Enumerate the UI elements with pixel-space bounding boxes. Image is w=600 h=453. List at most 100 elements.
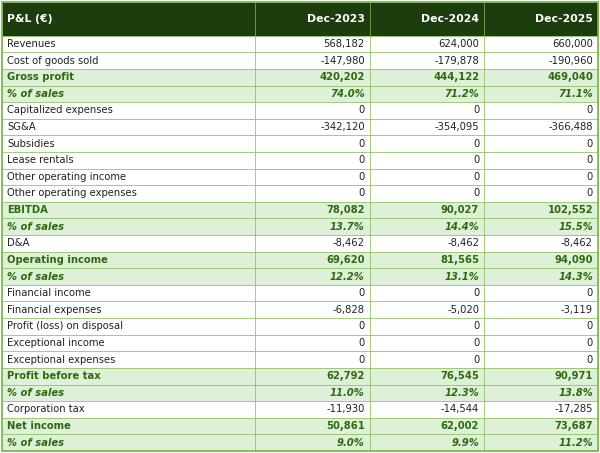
Bar bbox=[2, 268, 256, 285]
Text: -5,020: -5,020 bbox=[447, 305, 479, 315]
Bar bbox=[2, 252, 256, 268]
Text: -366,488: -366,488 bbox=[548, 122, 593, 132]
Bar bbox=[484, 318, 598, 335]
Bar bbox=[2, 52, 256, 69]
Text: 12.2%: 12.2% bbox=[330, 271, 365, 282]
Bar bbox=[484, 368, 598, 385]
Text: -11,930: -11,930 bbox=[326, 405, 365, 414]
Text: 0: 0 bbox=[473, 172, 479, 182]
Text: -354,095: -354,095 bbox=[434, 122, 479, 132]
Bar bbox=[370, 268, 484, 285]
Bar bbox=[256, 119, 370, 135]
Bar bbox=[370, 368, 484, 385]
Bar bbox=[484, 102, 598, 119]
Text: 76,545: 76,545 bbox=[440, 371, 479, 381]
Text: 90,971: 90,971 bbox=[554, 371, 593, 381]
Bar bbox=[256, 69, 370, 86]
Bar bbox=[2, 385, 256, 401]
Text: 0: 0 bbox=[587, 338, 593, 348]
Bar bbox=[2, 202, 256, 218]
Bar bbox=[256, 152, 370, 169]
Text: 74.0%: 74.0% bbox=[330, 89, 365, 99]
Text: 13.8%: 13.8% bbox=[558, 388, 593, 398]
Text: 0: 0 bbox=[358, 338, 365, 348]
Text: Lease rentals: Lease rentals bbox=[7, 155, 74, 165]
Text: 420,202: 420,202 bbox=[319, 72, 365, 82]
Text: 0: 0 bbox=[473, 106, 479, 116]
Bar bbox=[256, 169, 370, 185]
Text: Gross profit: Gross profit bbox=[7, 72, 74, 82]
Text: % of sales: % of sales bbox=[7, 388, 64, 398]
Text: -14,544: -14,544 bbox=[441, 405, 479, 414]
Bar bbox=[256, 285, 370, 302]
Text: 0: 0 bbox=[358, 355, 365, 365]
Bar bbox=[2, 119, 256, 135]
Bar bbox=[256, 434, 370, 451]
Text: 11.2%: 11.2% bbox=[558, 438, 593, 448]
Text: Operating income: Operating income bbox=[7, 255, 108, 265]
Text: 15.5%: 15.5% bbox=[558, 222, 593, 232]
Text: 81,565: 81,565 bbox=[440, 255, 479, 265]
Text: 0: 0 bbox=[473, 355, 479, 365]
Bar bbox=[370, 318, 484, 335]
Text: 73,687: 73,687 bbox=[554, 421, 593, 431]
Text: 78,082: 78,082 bbox=[326, 205, 365, 215]
Text: 0: 0 bbox=[358, 188, 365, 198]
Bar bbox=[2, 401, 256, 418]
Bar bbox=[2, 302, 256, 318]
Text: 469,040: 469,040 bbox=[547, 72, 593, 82]
Text: 94,090: 94,090 bbox=[554, 255, 593, 265]
Text: -342,120: -342,120 bbox=[320, 122, 365, 132]
Text: Revenues: Revenues bbox=[7, 39, 56, 49]
Text: 62,002: 62,002 bbox=[441, 421, 479, 431]
Text: Dec-2024: Dec-2024 bbox=[421, 14, 479, 24]
Text: Capitalized expenses: Capitalized expenses bbox=[7, 106, 113, 116]
Bar bbox=[484, 119, 598, 135]
Text: 0: 0 bbox=[473, 155, 479, 165]
Bar bbox=[370, 69, 484, 86]
Text: 0: 0 bbox=[358, 321, 365, 332]
Bar bbox=[2, 69, 256, 86]
Bar bbox=[484, 302, 598, 318]
Bar bbox=[256, 102, 370, 119]
Text: 90,027: 90,027 bbox=[441, 205, 479, 215]
Text: % of sales: % of sales bbox=[7, 222, 64, 232]
Text: -147,980: -147,980 bbox=[320, 56, 365, 66]
Bar bbox=[2, 285, 256, 302]
Bar bbox=[370, 235, 484, 252]
Bar bbox=[256, 401, 370, 418]
Bar bbox=[484, 218, 598, 235]
Bar bbox=[2, 368, 256, 385]
Bar bbox=[2, 235, 256, 252]
Bar bbox=[370, 102, 484, 119]
Text: D&A: D&A bbox=[7, 238, 29, 248]
Text: 0: 0 bbox=[473, 188, 479, 198]
Bar bbox=[256, 418, 370, 434]
Text: -8,462: -8,462 bbox=[447, 238, 479, 248]
Text: 0: 0 bbox=[473, 321, 479, 332]
Text: 14.3%: 14.3% bbox=[558, 271, 593, 282]
Bar bbox=[370, 418, 484, 434]
Text: 13.1%: 13.1% bbox=[445, 271, 479, 282]
Bar bbox=[484, 352, 598, 368]
Bar bbox=[370, 202, 484, 218]
Bar bbox=[484, 401, 598, 418]
Text: 0: 0 bbox=[473, 288, 479, 298]
Bar bbox=[2, 185, 256, 202]
Bar bbox=[370, 86, 484, 102]
Bar bbox=[370, 335, 484, 352]
Bar bbox=[484, 385, 598, 401]
Bar bbox=[256, 52, 370, 69]
Text: 9.9%: 9.9% bbox=[451, 438, 479, 448]
Text: 50,861: 50,861 bbox=[326, 421, 365, 431]
Bar bbox=[256, 86, 370, 102]
Bar bbox=[484, 418, 598, 434]
Text: 69,620: 69,620 bbox=[326, 255, 365, 265]
Text: 660,000: 660,000 bbox=[552, 39, 593, 49]
Text: 0: 0 bbox=[358, 139, 365, 149]
Bar bbox=[2, 2, 256, 36]
Text: % of sales: % of sales bbox=[7, 271, 64, 282]
Bar bbox=[2, 152, 256, 169]
Text: 0: 0 bbox=[587, 288, 593, 298]
Bar bbox=[2, 335, 256, 352]
